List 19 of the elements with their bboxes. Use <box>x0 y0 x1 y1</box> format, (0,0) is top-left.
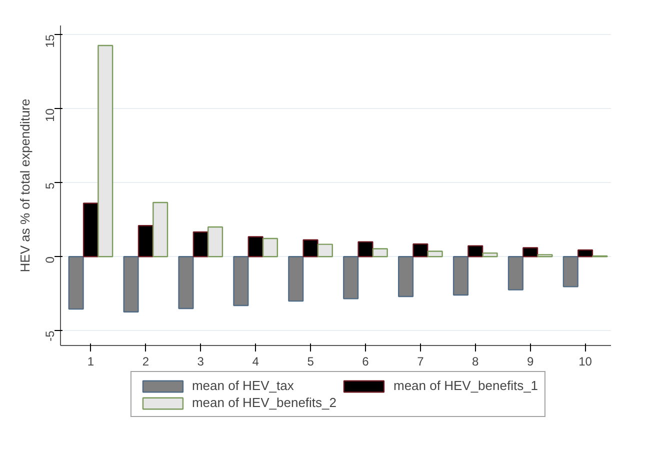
x-tick-label: 5 <box>307 354 314 368</box>
x-tick-label: 8 <box>472 354 480 368</box>
legend-label: mean of HEV_benefits_1 <box>394 378 538 393</box>
y-tick-label: 0 <box>43 256 57 264</box>
legend-label: mean of HEV_benefits_2 <box>192 395 336 410</box>
x-tick-label: 9 <box>526 354 534 368</box>
x-tick-label: 10 <box>578 354 592 368</box>
x-tick-label: 6 <box>362 354 370 368</box>
y-tick-label: 5 <box>43 182 57 190</box>
x-tick-label: 3 <box>197 354 204 368</box>
x-tick-label: 7 <box>417 354 424 368</box>
y-tick-label: 10 <box>43 108 57 122</box>
y-tick-label: -5 <box>43 330 57 342</box>
x-tick-label: 2 <box>142 354 150 368</box>
x-tick-label: 1 <box>87 354 94 368</box>
x-tick-label: 4 <box>252 354 260 368</box>
y-tick-label: 15 <box>43 34 57 48</box>
y-axis-title: HEV as % of total expenditure <box>18 98 32 272</box>
legend-label: mean of HEV_tax <box>192 378 294 393</box>
